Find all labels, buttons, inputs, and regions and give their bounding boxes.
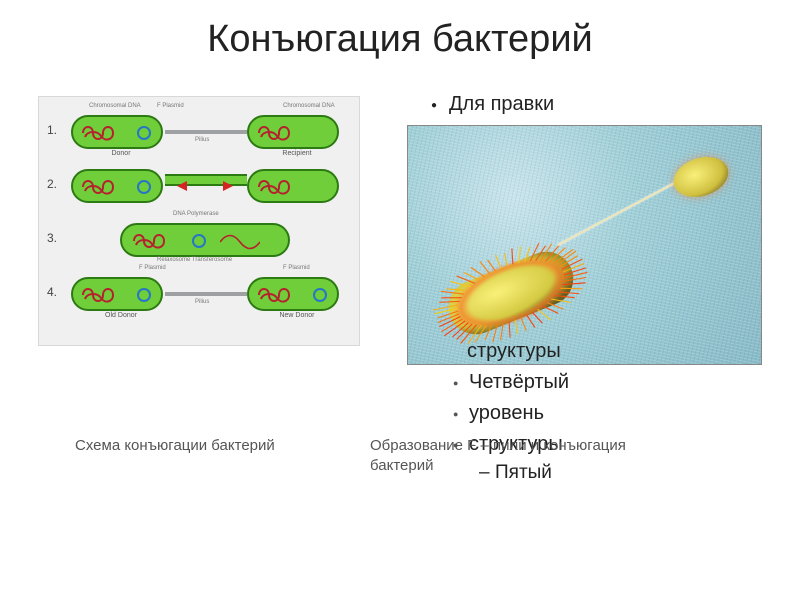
top-label: Chromosomal DNA — [283, 103, 335, 109]
page-title: Конъюгация бактерий — [0, 0, 800, 61]
pilus-label: Pilius — [195, 299, 209, 305]
row-number: 2. — [47, 177, 65, 191]
right-under-label: New Donor — [267, 312, 327, 319]
diagram-row: 2. — [47, 157, 351, 211]
relaxosome-label: Relaxosome Transferosome — [157, 257, 232, 263]
bullet-list: Для правки структуры Четвёртый уровень с… — [427, 91, 762, 486]
left-bacterium — [71, 277, 163, 311]
row-number: 1. — [47, 123, 65, 137]
right-bacterium — [247, 169, 339, 203]
row-body: DNA Polymerase Relaxosome Transferosome — [65, 211, 351, 265]
bullet-level1: Для правки — [427, 91, 762, 118]
content-area: 1. Donor Recipient Pilius Chromosomal DNA F P… — [0, 61, 800, 581]
left-under-label: Donor — [91, 150, 151, 157]
row-body — [65, 157, 351, 211]
row-body: Old Donor New Donor Pilius F Plasmid F Plasm… — [65, 265, 351, 319]
row-number: 4. — [47, 285, 65, 299]
right-bacterium — [247, 115, 339, 149]
left-bacterium — [71, 169, 163, 203]
top-label: F Plasmid — [157, 103, 184, 109]
bullet-level3-cont: структуры — [427, 338, 762, 365]
top-label: F Plasmid — [139, 265, 166, 271]
arrow-right — [223, 181, 233, 191]
left-caption: Схема конъюгации бактерий — [75, 436, 275, 456]
pilus — [165, 130, 247, 134]
left-under-label: Old Donor — [91, 312, 151, 319]
diagram-row: 1. Donor Recipient Pilius Chromosomal DNA F P… — [47, 103, 351, 157]
fused-bacterium — [120, 223, 290, 257]
diagram-row: 4. Old Donor New Donor Pilius F Plasmid F Pla… — [47, 265, 351, 319]
diagram-row: 3. DNA Polymerase Relaxosome Transferosom… — [47, 211, 351, 265]
conjugation-diagram: 1. Donor Recipient Pilius Chromosomal DNA F P… — [38, 96, 360, 346]
bullet-level4-line2: уровень — [427, 400, 762, 427]
arrow-left — [177, 181, 187, 191]
right-bacterium — [247, 277, 339, 311]
polymerase-label: DNA Polymerase — [173, 211, 219, 217]
top-label: Chromosomal DNA — [89, 103, 141, 109]
row-number: 3. — [47, 231, 65, 245]
right-caption: Образование F – пили и конъюгация бактер… — [370, 436, 690, 475]
bullet-level4: Четвёртый — [427, 369, 762, 396]
top-label: F Plasmid — [283, 265, 310, 271]
pilus — [165, 292, 247, 296]
transfer-strand — [220, 227, 260, 257]
right-under-label: Recipient — [267, 150, 327, 157]
row-body: Donor Recipient Pilius Chromosomal DNA F Pla… — [65, 103, 351, 157]
left-bacterium — [71, 115, 163, 149]
pilus-label: Pilius — [195, 137, 209, 143]
